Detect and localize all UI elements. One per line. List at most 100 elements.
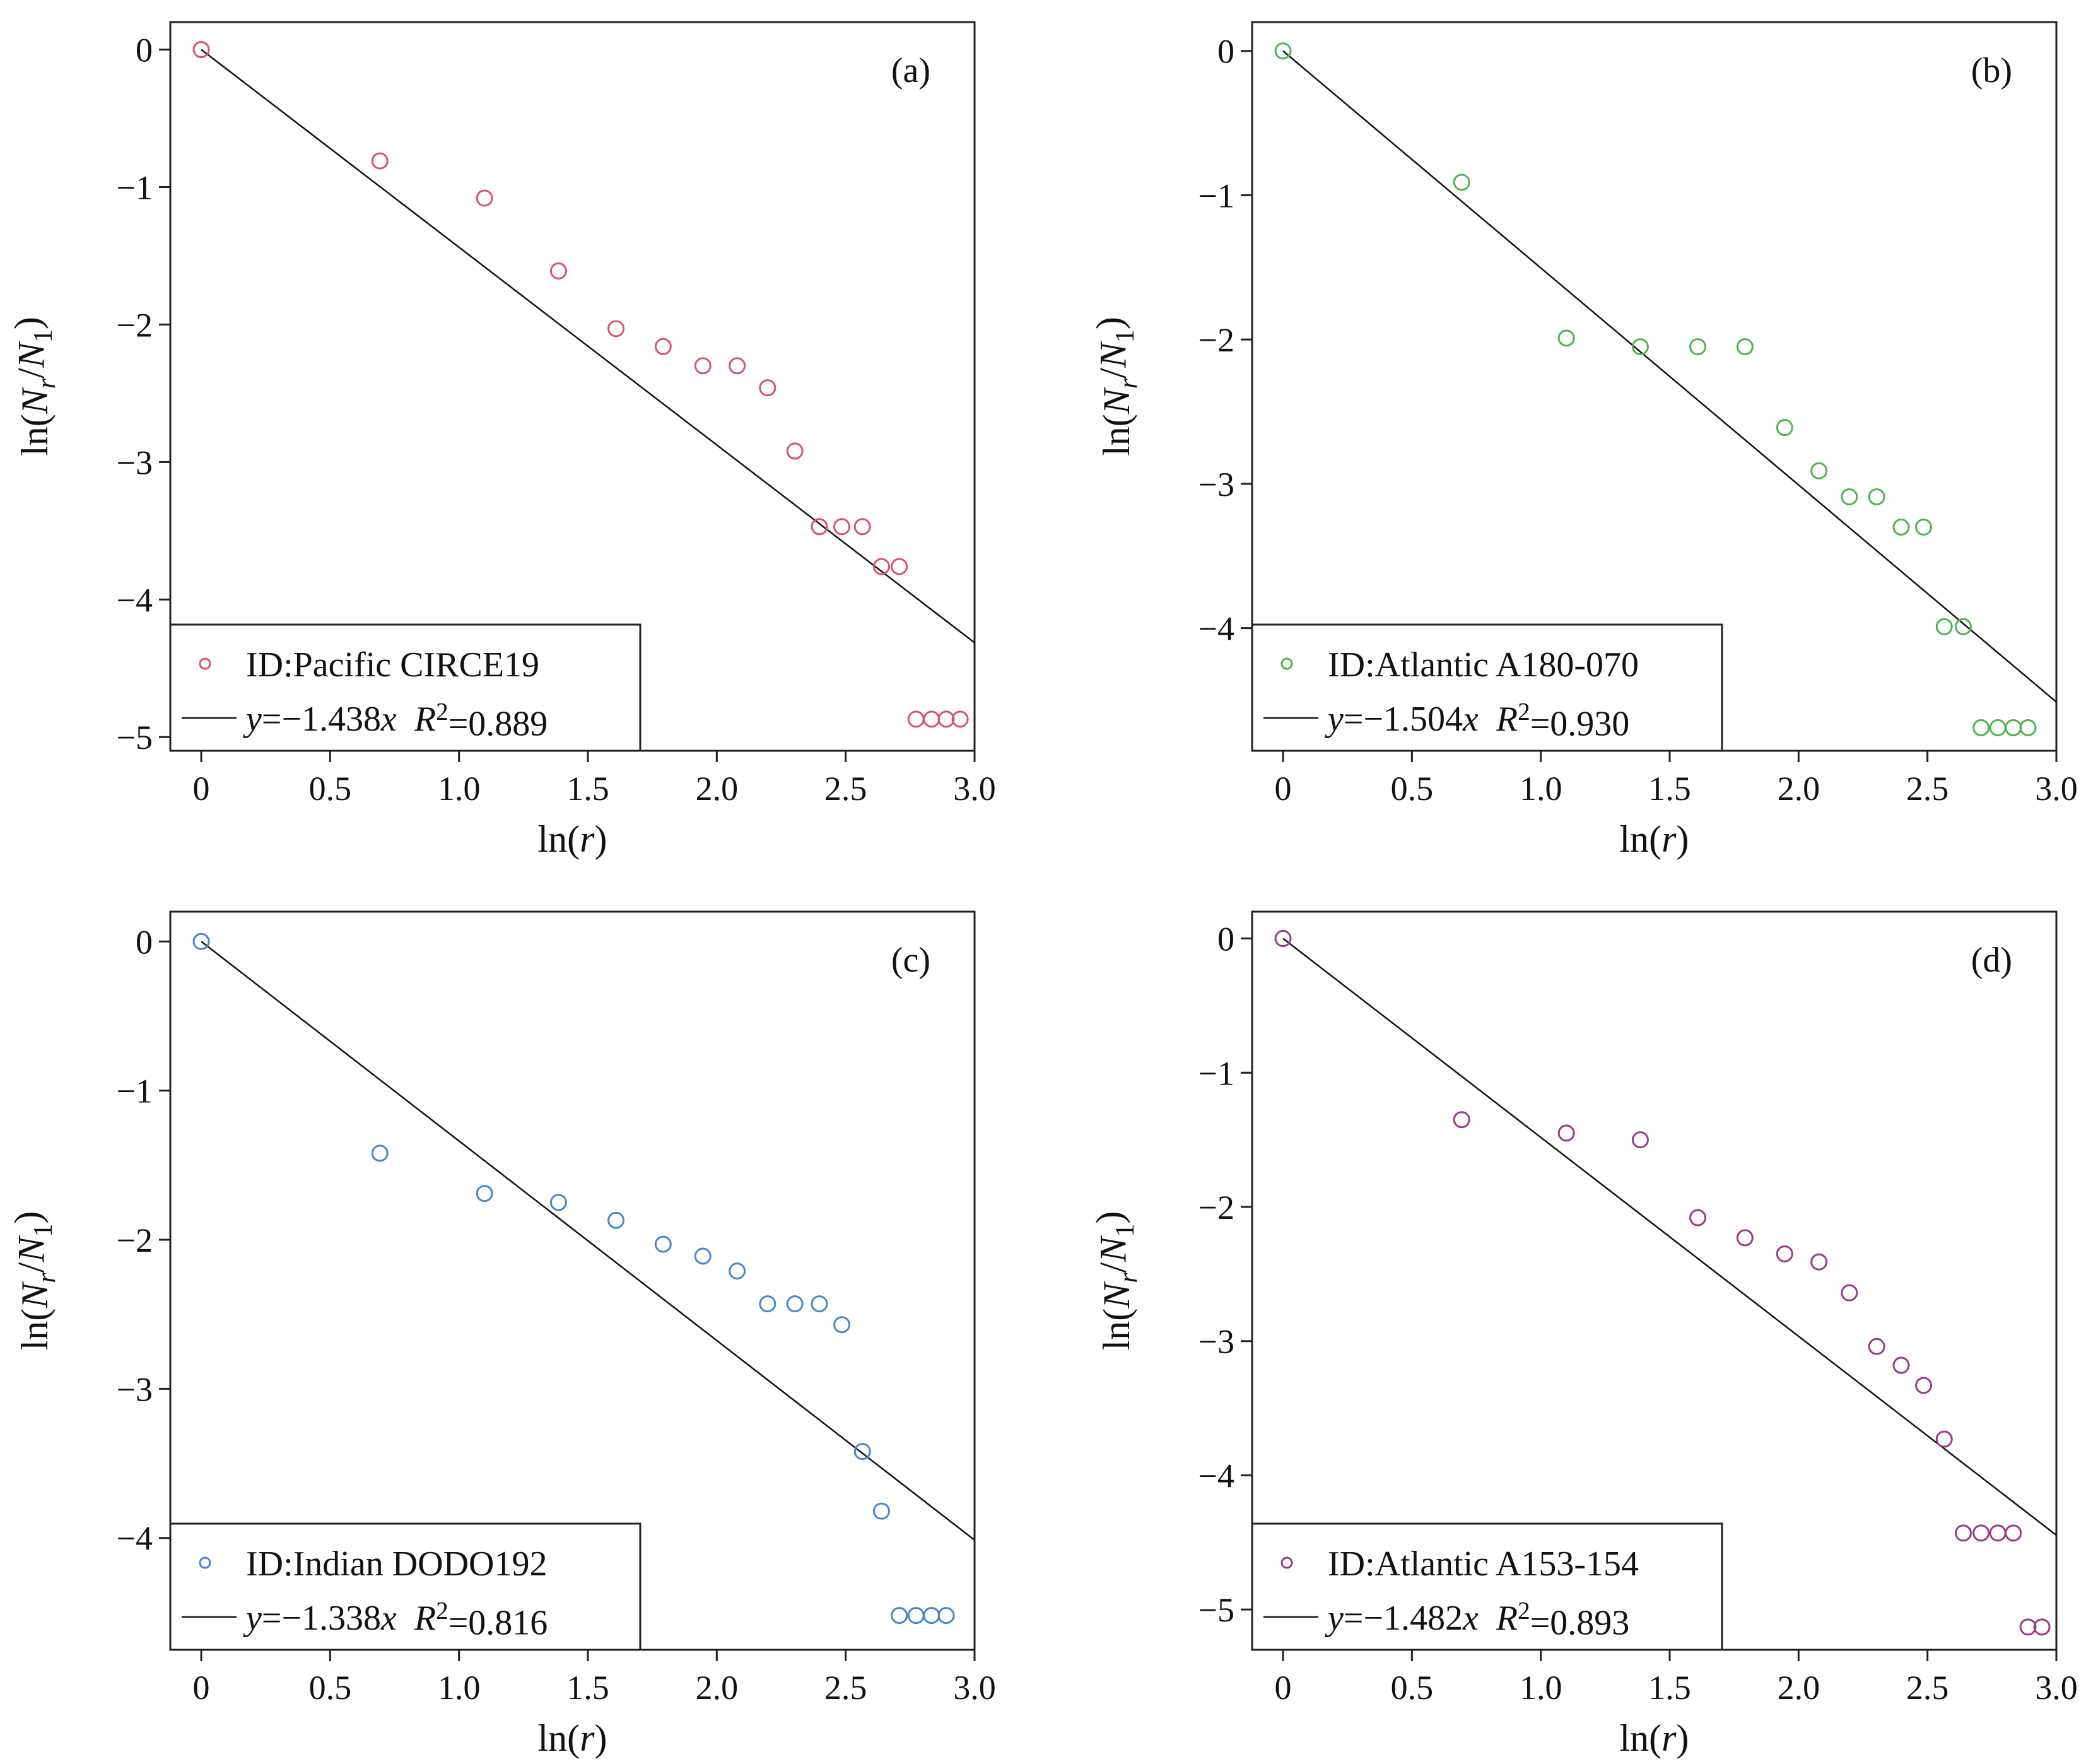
y-tick-label: −2 — [1198, 1189, 1234, 1226]
fit-line — [1282, 938, 2056, 1536]
legend-series-label: ID:Indian DODO192 — [246, 1544, 547, 1584]
x-tick-label: 2.0 — [696, 770, 739, 808]
data-point — [1892, 1356, 1910, 1374]
data-point — [1989, 1524, 2007, 1542]
x-tick-label: 0.5 — [309, 1669, 352, 1707]
data-point — [1868, 1338, 1885, 1355]
legend-marker — [1280, 657, 1293, 670]
x-axis-title: ln(r) — [1620, 1717, 1689, 1759]
data-point — [371, 152, 389, 170]
y-tick-label: −1 — [1198, 177, 1234, 215]
data-point — [872, 1502, 890, 1520]
x-tick-label: 0 — [1275, 1669, 1292, 1707]
data-point — [1892, 518, 1910, 536]
panel-label: (a) — [891, 51, 930, 90]
data-point — [476, 189, 493, 207]
y-axis-title: ln(Nr/N1) — [7, 1211, 61, 1351]
data-point — [1935, 1430, 1953, 1448]
data-point — [2033, 1618, 2051, 1636]
data-point — [1453, 1111, 1470, 1129]
data-point — [1972, 1524, 1990, 1542]
y-tick-label: −4 — [117, 581, 153, 619]
x-tick-label: 3.0 — [953, 770, 996, 808]
y-tick-label: 0 — [136, 923, 153, 961]
data-point — [786, 442, 804, 460]
data-point — [1736, 338, 1754, 356]
data-point — [694, 357, 712, 375]
legend-fit-label: y=−1.438x R2=0.889 — [243, 698, 548, 743]
data-point — [549, 262, 567, 279]
panel-a: 0 0.5 1.0 1.5 2.0 2.5 3.0 0 −1 −2 −3 −4 −5 ln(r) ln(Nr… — [7, 21, 996, 860]
data-point — [891, 1607, 908, 1625]
data-point — [1810, 462, 1828, 479]
data-point — [654, 1235, 672, 1253]
x-tick-label: 3.0 — [2035, 770, 2078, 808]
x-tick-label: 2.0 — [1778, 1669, 1820, 1707]
legend-fit-label: y=−1.504x R2=0.930 — [1325, 698, 1629, 743]
data-point — [1453, 173, 1470, 191]
data-point — [729, 1262, 746, 1280]
x-axis-title: ln(r) — [538, 818, 607, 860]
legend-series-label: ID:Atlantic A153-154 — [1328, 1544, 1639, 1584]
data-point — [833, 1316, 851, 1334]
panel-label: (d) — [1971, 941, 2012, 980]
data-point — [1810, 1253, 1828, 1271]
y-tick-label: −4 — [1198, 610, 1234, 648]
data-point — [1557, 1124, 1575, 1142]
data-point — [872, 558, 890, 575]
data-point — [476, 1185, 493, 1202]
y-tick-label: −1 — [117, 1073, 153, 1110]
legend-marker — [199, 1556, 211, 1569]
x-tick-label: 1.0 — [438, 770, 481, 808]
data-point — [694, 1247, 712, 1265]
data-point — [1915, 1377, 1933, 1394]
panel-b: 0 0.5 1.0 1.5 2.0 2.5 3.0 0 −1 −2 −3 −4 ln(r) ln(Nr/N… — [1089, 21, 2078, 860]
data-point — [1972, 719, 1990, 736]
x-tick-label: 0 — [193, 1669, 210, 1707]
data-point — [1841, 488, 1858, 505]
data-point — [371, 1144, 389, 1162]
data-point — [1989, 719, 2007, 736]
y-tick-label: −4 — [117, 1520, 153, 1558]
y-tick-label: −5 — [117, 719, 153, 756]
data-point — [1841, 1284, 1858, 1302]
x-tick-label: 2.5 — [824, 1669, 867, 1707]
legend-marker — [199, 657, 211, 670]
x-tick-label: 1.5 — [1648, 1669, 1691, 1707]
data-point — [192, 932, 210, 950]
data-point — [1689, 338, 1707, 356]
data-point — [759, 379, 776, 397]
y-axis-title: ln(Nr/N1) — [1089, 1211, 1143, 1351]
data-point — [2005, 1524, 2022, 1542]
x-tick-label: 1.0 — [1520, 770, 1562, 808]
x-axis-title: ln(r) — [1620, 818, 1689, 860]
y-tick-label: −2 — [117, 306, 153, 344]
data-point — [923, 1607, 940, 1625]
legend-fit-label: y=−1.482x R2=0.893 — [1325, 1597, 1629, 1642]
data-point — [937, 1607, 955, 1625]
data-point — [192, 41, 210, 59]
data-point — [1954, 1524, 1972, 1542]
panel-label: (b) — [1971, 51, 2012, 90]
x-tick-label: 0.5 — [309, 770, 352, 808]
x-tick-label: 0.5 — [1391, 770, 1434, 808]
x-tick-label: 1.5 — [1648, 770, 1691, 808]
legend-box — [169, 623, 642, 752]
y-tick-label: −3 — [1198, 1323, 1234, 1361]
legend-series-label: ID:Atlantic A180-070 — [1328, 645, 1639, 685]
data-point — [2019, 719, 2037, 736]
data-point — [1274, 42, 1292, 60]
panel-label: (c) — [891, 941, 930, 980]
data-point — [907, 1607, 925, 1625]
fit-line — [201, 941, 975, 1541]
x-tick-label: 0.5 — [1391, 1669, 1434, 1707]
x-tick-label: 1.5 — [566, 770, 609, 808]
fit-line — [201, 49, 975, 644]
data-point — [1935, 618, 1953, 635]
y-tick-label: 0 — [136, 32, 153, 69]
legend-box — [1251, 623, 1723, 752]
data-point — [853, 1443, 871, 1461]
y-tick-label: 0 — [1217, 33, 1234, 71]
data-point — [2005, 719, 2022, 736]
